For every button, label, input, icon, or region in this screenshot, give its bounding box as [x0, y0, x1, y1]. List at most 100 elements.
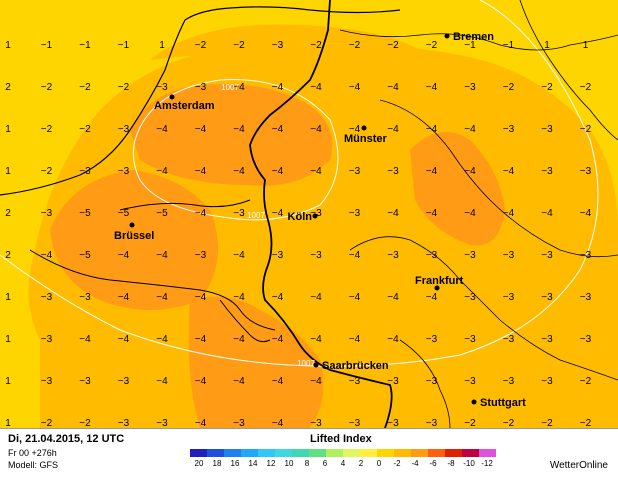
city-marker	[169, 94, 175, 100]
grid-value: −3	[464, 250, 476, 261]
grid-value: −3	[464, 82, 476, 93]
legend-swatch	[462, 449, 480, 457]
border-be-fr	[29, 249, 276, 331]
grid-value: −2	[310, 40, 322, 51]
grid-value: −4	[580, 208, 592, 219]
city-label: Frankfurt	[415, 275, 464, 287]
grid-value: −4	[426, 82, 438, 93]
grid-value: 1	[5, 166, 11, 177]
grid-value: −2	[233, 40, 245, 51]
grid-value: −3	[41, 292, 53, 303]
grid-value: −4	[426, 124, 438, 135]
grid-value: −4	[464, 124, 476, 135]
grid-value: −4	[195, 166, 207, 177]
grid-value: −3	[387, 166, 399, 177]
grid-value: −2	[79, 418, 91, 428]
grid-value: −2	[195, 40, 207, 51]
grid-value: −4	[156, 376, 168, 387]
grid-value: −4	[156, 124, 168, 135]
city-marker	[313, 362, 319, 368]
grid-value: −4	[272, 418, 284, 428]
legend-swatch	[360, 449, 378, 457]
legend-label: 6	[322, 459, 328, 468]
city-marker	[312, 213, 318, 219]
isobar-inner	[132, 79, 339, 221]
grid-value: −3	[580, 292, 592, 303]
grid-value: −3	[349, 166, 361, 177]
grid-values: 1 −1 −1 −1 1 −2 −2 −3 −2 −2 −2 −2 −1 −1 1 1 2 −2 −2 −2 −3 −3 −…	[5, 40, 592, 429]
grid-value: −2	[580, 82, 592, 93]
grid-value: −3	[310, 418, 322, 428]
grid-value: −4	[387, 334, 399, 345]
grid-value: −4	[79, 334, 91, 345]
grid-value: −4	[464, 166, 476, 177]
grid-value: −3	[580, 250, 592, 261]
grid-value: 1	[159, 40, 165, 51]
legend-swatch	[190, 449, 208, 457]
grid-value: −3	[541, 334, 553, 345]
grid-value: 1	[5, 376, 11, 387]
grid-value: −3	[156, 418, 168, 428]
legend-label: -10	[463, 459, 475, 468]
grid-value: −2	[503, 82, 515, 93]
legend-swatch	[394, 449, 412, 457]
grid-value: −3	[426, 334, 438, 345]
legend-label: -2	[393, 459, 401, 468]
state-border-3	[349, 236, 618, 381]
grid-value: −1	[79, 40, 91, 51]
grid-value: −4	[310, 82, 322, 93]
grid-value: −4	[195, 124, 207, 135]
legend-label: 4	[340, 459, 346, 468]
grid-value: −3	[41, 334, 53, 345]
grid-value: −3	[464, 334, 476, 345]
legend-label: -8	[447, 459, 455, 468]
grid-value: −3	[503, 124, 515, 135]
grid-value: −3	[503, 292, 515, 303]
grid-value: −3	[541, 124, 553, 135]
state-border-1	[339, 29, 618, 51]
grid-value: −4	[349, 334, 361, 345]
zone-dark-southeast	[379, 326, 480, 404]
model-name: Modell: GFS	[8, 460, 59, 470]
footer: Di, 21.04.2015, 12 UTC Fr 00 +276h Model…	[0, 428, 618, 479]
grid-value: 1	[5, 40, 11, 51]
grid-value: −2	[41, 418, 53, 428]
grid-value: −4	[272, 334, 284, 345]
grid-value: −4	[310, 292, 322, 303]
grid-value: −3	[233, 418, 245, 428]
grid-value: −3	[541, 250, 553, 261]
grid-value: −4	[387, 124, 399, 135]
grid-value: −3	[156, 82, 168, 93]
grid-value: −4	[349, 292, 361, 303]
legend-label: -6	[429, 459, 437, 468]
legend-label: -12	[481, 459, 493, 468]
grid-value: −3	[118, 124, 130, 135]
city-label: Köln	[288, 211, 313, 223]
legend-label: 14	[248, 459, 258, 468]
grid-value: −2	[503, 418, 515, 428]
grid-value: −3	[503, 376, 515, 387]
grid-value: −4	[156, 292, 168, 303]
legend-swatch	[343, 449, 361, 457]
city-label: Saarbrücken	[322, 360, 389, 372]
grid-value: −4	[156, 334, 168, 345]
grid-value: −4	[387, 82, 399, 93]
legend-label: 8	[304, 459, 310, 468]
grid-value: −3	[41, 208, 53, 219]
city-marker	[129, 222, 135, 228]
isobar-outer	[0, 0, 599, 367]
grid-value: −4	[310, 334, 322, 345]
grid-value: −2	[387, 40, 399, 51]
city-label: Amsterdam	[154, 100, 215, 112]
legend-label: 10	[284, 459, 294, 468]
grid-value: −3	[79, 376, 91, 387]
grid-value: −4	[464, 208, 476, 219]
grid-value: −3	[541, 292, 553, 303]
grid-value: −4	[41, 250, 53, 261]
grid-value: −4	[349, 82, 361, 93]
legend-swatch	[224, 449, 242, 457]
grid-value: −2	[580, 376, 592, 387]
brand-logo: WetterOnline	[549, 460, 608, 471]
legend-swatch	[258, 449, 276, 457]
grid-value: −4	[387, 292, 399, 303]
